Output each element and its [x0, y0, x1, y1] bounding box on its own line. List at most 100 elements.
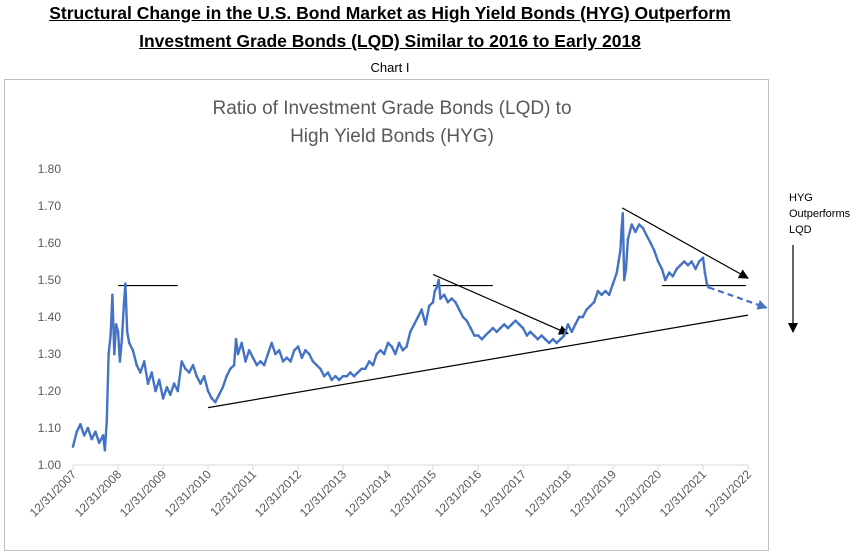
x-tick-label: 12/31/2009 — [117, 467, 170, 520]
data-point — [315, 363, 319, 367]
data-point — [191, 363, 195, 367]
data-point — [356, 371, 360, 374]
data-point — [697, 260, 701, 263]
data-point — [581, 315, 585, 319]
chart-axes: 1.00 1.10 1.20 1.30 1.40 1.50 1.60 1.70 1.80 12/3… — [27, 162, 755, 520]
data-point — [296, 345, 300, 348]
data-point — [274, 352, 277, 356]
x-tick-label: 12/31/2007 — [27, 467, 80, 520]
data-point — [307, 352, 311, 356]
data-point — [114, 323, 118, 326]
support-trend-line — [207, 314, 749, 409]
data-point — [131, 349, 135, 352]
data-point — [330, 378, 334, 382]
data-point — [300, 356, 304, 360]
data-point — [562, 334, 566, 337]
data-point — [375, 352, 379, 356]
data-point — [111, 293, 114, 297]
x-tick-label: 12/31/2017 — [477, 467, 530, 520]
data-point — [637, 223, 641, 226]
data-point — [187, 371, 191, 374]
data-point — [450, 297, 454, 300]
data-point — [652, 249, 656, 252]
data-point — [604, 289, 607, 293]
data-point — [225, 374, 228, 378]
data-point — [124, 282, 127, 286]
data-point — [97, 441, 101, 445]
data-point — [544, 337, 547, 341]
data-point — [82, 434, 86, 437]
data-point — [424, 323, 427, 326]
y-tick-label: 1.00 — [38, 458, 62, 472]
data-point — [367, 360, 371, 363]
x-tick-label: 12/31/2010 — [162, 467, 215, 520]
data-point — [431, 300, 435, 304]
projection-arrow — [708, 286, 768, 310]
data-point — [607, 293, 611, 297]
data-point — [71, 445, 75, 448]
data-point — [703, 271, 707, 274]
x-tick-label: 12/31/2012 — [252, 467, 305, 520]
data-point — [109, 334, 112, 337]
data-point — [390, 345, 394, 348]
data-point — [326, 371, 330, 374]
data-point — [630, 223, 633, 226]
data-point — [277, 349, 281, 352]
data-point — [555, 341, 558, 345]
data-point — [619, 249, 622, 252]
data-point — [120, 337, 124, 341]
data-point — [236, 352, 240, 356]
data-point — [382, 352, 386, 356]
data-point — [352, 374, 356, 378]
data-point — [499, 326, 502, 330]
data-point — [150, 371, 153, 374]
data-point — [701, 256, 705, 260]
data-point — [337, 378, 341, 382]
trend-annotations — [118, 207, 768, 409]
chart-caption: Chart I — [370, 60, 410, 75]
data-point — [319, 367, 322, 371]
data-point — [101, 434, 105, 437]
x-tick-label: 12/31/2011 — [207, 467, 259, 519]
data-point — [469, 326, 472, 330]
data-point — [532, 334, 536, 337]
data-point — [154, 389, 157, 393]
data-point — [360, 367, 364, 371]
data-point — [169, 393, 172, 397]
data-point — [620, 226, 623, 230]
data-point — [304, 349, 307, 352]
y-tick-label: 1.40 — [38, 310, 62, 324]
data-point — [139, 371, 142, 374]
data-point — [266, 352, 270, 356]
y-tick-label: 1.60 — [38, 236, 62, 250]
data-point — [660, 267, 664, 271]
y-tick-label: 1.70 — [38, 199, 62, 213]
data-point — [617, 260, 620, 263]
series-line — [71, 212, 710, 452]
data-point — [146, 382, 150, 385]
data-point — [405, 345, 408, 348]
data-point — [529, 330, 532, 334]
data-point — [649, 241, 652, 245]
data-point — [514, 319, 517, 323]
data-point — [454, 300, 457, 304]
data-point — [626, 238, 630, 241]
data-point — [506, 326, 510, 330]
data-point — [495, 330, 499, 334]
data-point — [364, 367, 367, 371]
data-point — [105, 419, 109, 422]
data-point — [596, 289, 600, 293]
data-point — [161, 397, 165, 400]
data-point — [600, 293, 603, 297]
data-point — [103, 448, 107, 452]
data-point — [311, 360, 315, 363]
x-tick-label: 12/31/2008 — [72, 467, 125, 520]
data-point — [262, 363, 266, 367]
chart-title-line-2: High Yield Bonds (HYG) — [290, 126, 494, 147]
data-point — [427, 304, 431, 308]
data-point — [694, 267, 697, 271]
data-point — [172, 382, 176, 385]
report-heading-line-1: Structural Change in the U.S. Bond Marke… — [49, 3, 731, 23]
side-note-line-2: Outperforms — [789, 208, 851, 220]
